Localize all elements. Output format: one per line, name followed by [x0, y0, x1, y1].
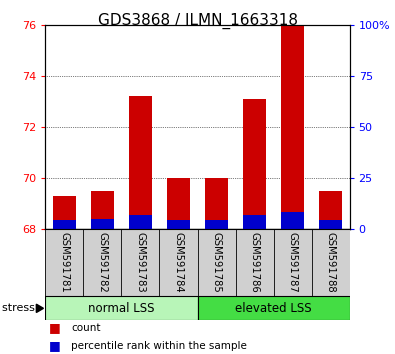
Bar — [129, 96, 152, 229]
Bar — [53, 220, 76, 229]
Bar — [243, 215, 266, 229]
Bar — [53, 196, 76, 229]
Bar — [243, 99, 266, 229]
Bar — [281, 25, 304, 229]
Text: GSM591786: GSM591786 — [250, 233, 260, 293]
Text: GSM591787: GSM591787 — [288, 233, 297, 293]
Bar — [281, 212, 304, 229]
Text: elevated LSS: elevated LSS — [235, 302, 312, 315]
Bar — [198, 296, 350, 320]
Text: GSM591784: GSM591784 — [173, 233, 184, 293]
Bar — [167, 178, 190, 229]
Text: GDS3868 / ILMN_1663318: GDS3868 / ILMN_1663318 — [98, 12, 297, 29]
Bar — [167, 220, 190, 229]
Bar — [129, 215, 152, 229]
Text: stress: stress — [2, 303, 38, 313]
Text: GSM591781: GSM591781 — [59, 233, 70, 293]
Text: GSM591788: GSM591788 — [325, 233, 336, 293]
Text: GSM591783: GSM591783 — [135, 233, 145, 293]
Text: ■: ■ — [49, 321, 61, 334]
Polygon shape — [36, 304, 43, 313]
Bar — [319, 220, 342, 229]
Text: GSM591782: GSM591782 — [98, 233, 107, 293]
Text: percentile rank within the sample: percentile rank within the sample — [71, 341, 247, 350]
Bar — [205, 220, 228, 229]
Text: ■: ■ — [49, 339, 61, 352]
Bar — [91, 191, 114, 229]
Text: GSM591785: GSM591785 — [211, 233, 222, 293]
Bar — [91, 219, 114, 229]
Text: count: count — [71, 323, 101, 333]
Text: normal LSS: normal LSS — [88, 302, 155, 315]
Bar — [205, 178, 228, 229]
Bar — [45, 296, 198, 320]
Bar — [319, 191, 342, 229]
